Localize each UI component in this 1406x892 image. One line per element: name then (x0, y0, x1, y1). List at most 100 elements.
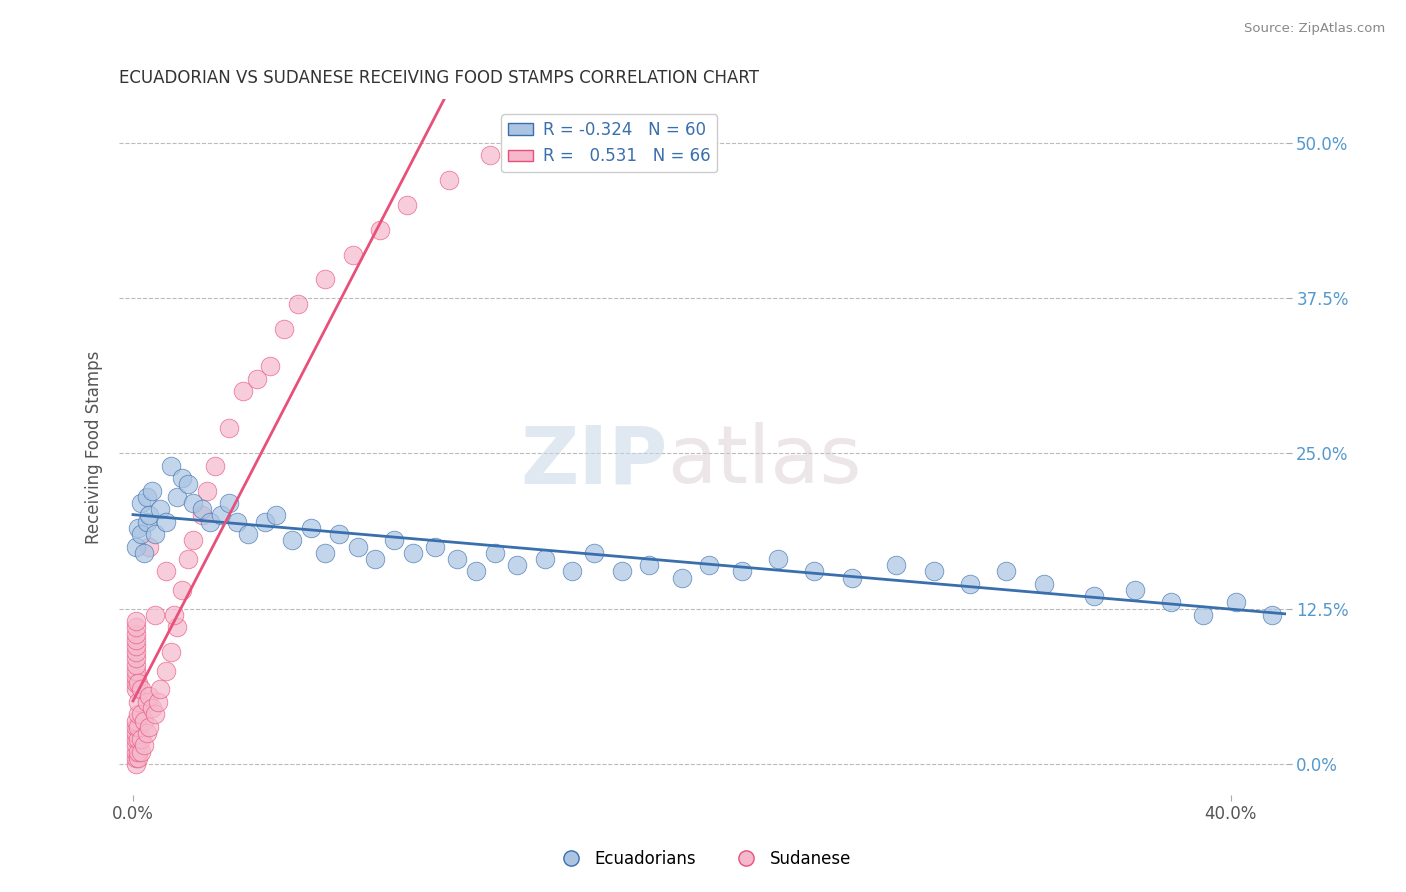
Point (160, 458, 183, 473)
Point (218, 496, 240, 510)
Point (1225, 595, 1247, 609)
Point (129, 682, 152, 697)
Point (125, 620, 148, 634)
Point (155, 515, 177, 529)
Point (610, 565, 633, 579)
Point (245, 372, 267, 386)
Point (135, 695, 157, 709)
Point (671, 571, 693, 585)
Point (125, 720, 148, 734)
Point (149, 502, 172, 516)
Point (125, 739, 148, 753)
Point (259, 359, 281, 374)
Point (125, 756, 148, 771)
Point (402, 546, 425, 560)
Point (884, 558, 907, 573)
Point (1261, 607, 1284, 622)
Point (127, 521, 149, 535)
Point (125, 745, 148, 759)
Point (143, 607, 166, 622)
Point (125, 670, 148, 684)
Point (127, 720, 149, 734)
Point (437, 173, 460, 187)
Point (253, 515, 276, 529)
Legend: R = -0.324   N = 60, R =   0.531   N = 66: R = -0.324 N = 60, R = 0.531 N = 66 (501, 114, 717, 172)
Point (172, 582, 194, 597)
Y-axis label: Receiving Food Stamps: Receiving Food Stamps (86, 351, 103, 544)
Point (368, 222, 391, 236)
Point (127, 745, 149, 759)
Point (125, 651, 148, 665)
Point (183, 533, 205, 548)
Point (190, 502, 212, 516)
Point (132, 546, 155, 560)
Point (1192, 607, 1215, 622)
Point (125, 626, 148, 640)
Point (129, 745, 152, 759)
Point (143, 527, 166, 541)
Point (177, 477, 200, 491)
Point (132, 714, 155, 728)
Point (396, 198, 419, 212)
Point (127, 751, 149, 765)
Point (218, 421, 240, 435)
Point (264, 508, 287, 523)
Point (209, 508, 232, 523)
Point (959, 577, 981, 591)
Point (163, 607, 186, 622)
Point (125, 657, 148, 672)
Point (533, 552, 555, 566)
Point (127, 695, 149, 709)
Point (135, 515, 157, 529)
Point (138, 720, 160, 734)
Point (160, 645, 183, 659)
Point (238, 527, 260, 541)
Point (342, 247, 364, 261)
Point (273, 322, 295, 336)
Point (1033, 577, 1056, 591)
Point (141, 701, 163, 715)
Point (166, 490, 188, 504)
Point (803, 565, 825, 579)
Point (924, 565, 946, 579)
Point (125, 751, 148, 765)
Point (138, 508, 160, 523)
Point (1083, 589, 1105, 603)
Point (146, 695, 169, 709)
Point (125, 632, 148, 647)
Point (143, 707, 166, 722)
Point (561, 565, 583, 579)
Point (141, 483, 163, 498)
Text: ECUADORIAN VS SUDANESE RECEIVING FOOD STAMPS CORRELATION CHART: ECUADORIAN VS SUDANESE RECEIVING FOOD ST… (120, 69, 759, 87)
Point (125, 682, 148, 697)
Point (190, 508, 212, 523)
Point (125, 726, 148, 740)
Point (125, 540, 148, 554)
Point (127, 732, 149, 747)
Point (129, 732, 152, 747)
Point (127, 707, 149, 722)
Point (132, 739, 155, 753)
Point (1160, 595, 1182, 609)
Point (125, 639, 148, 653)
Point (172, 471, 194, 485)
Point (382, 533, 405, 548)
Point (699, 558, 721, 573)
Point (1123, 582, 1146, 597)
Point (287, 297, 309, 311)
Point (125, 614, 148, 628)
Point (423, 540, 446, 554)
Point (177, 552, 200, 566)
Point (281, 533, 304, 548)
Point (149, 682, 172, 697)
Point (125, 676, 148, 690)
Point (129, 527, 152, 541)
Point (314, 546, 336, 560)
Point (766, 552, 789, 566)
Point (994, 565, 1017, 579)
Point (125, 732, 148, 747)
Point (125, 714, 148, 728)
Point (138, 540, 160, 554)
Point (363, 552, 385, 566)
Text: atlas: atlas (668, 422, 862, 500)
